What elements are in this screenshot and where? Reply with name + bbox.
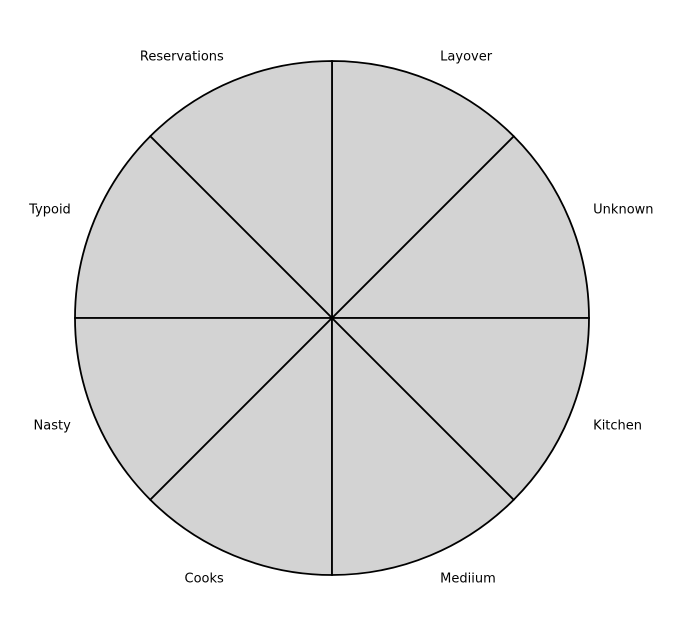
pie-slice-reservations — [149, 60, 333, 321]
slice-label-kitchen: Kitchen — [593, 419, 642, 434]
pie-slice-cooks — [149, 315, 333, 576]
pie-slice-mediium — [331, 315, 515, 576]
slice-label-typoid: Typoid — [28, 202, 71, 217]
pie-slices — [74, 60, 590, 576]
slice-label-layover: Layover — [440, 49, 493, 64]
pie-slice-layover — [331, 60, 515, 321]
pie-slice-nasty — [74, 317, 335, 501]
pie-labels: Unknown Layover Reservations Typoid Nasty Coo… — [28, 49, 653, 586]
slice-label-cooks: Cooks — [185, 572, 225, 587]
slice-label-reservations: Reservations — [140, 49, 224, 64]
slice-label-mediium: Mediium — [440, 572, 496, 587]
slice-label-unknown: Unknown — [593, 202, 653, 217]
pie-slice-unknown — [329, 135, 590, 319]
slice-label-nasty: Nasty — [34, 419, 72, 434]
pie-slice-typoid — [74, 135, 335, 319]
pie-slice-kitchen — [329, 317, 590, 501]
